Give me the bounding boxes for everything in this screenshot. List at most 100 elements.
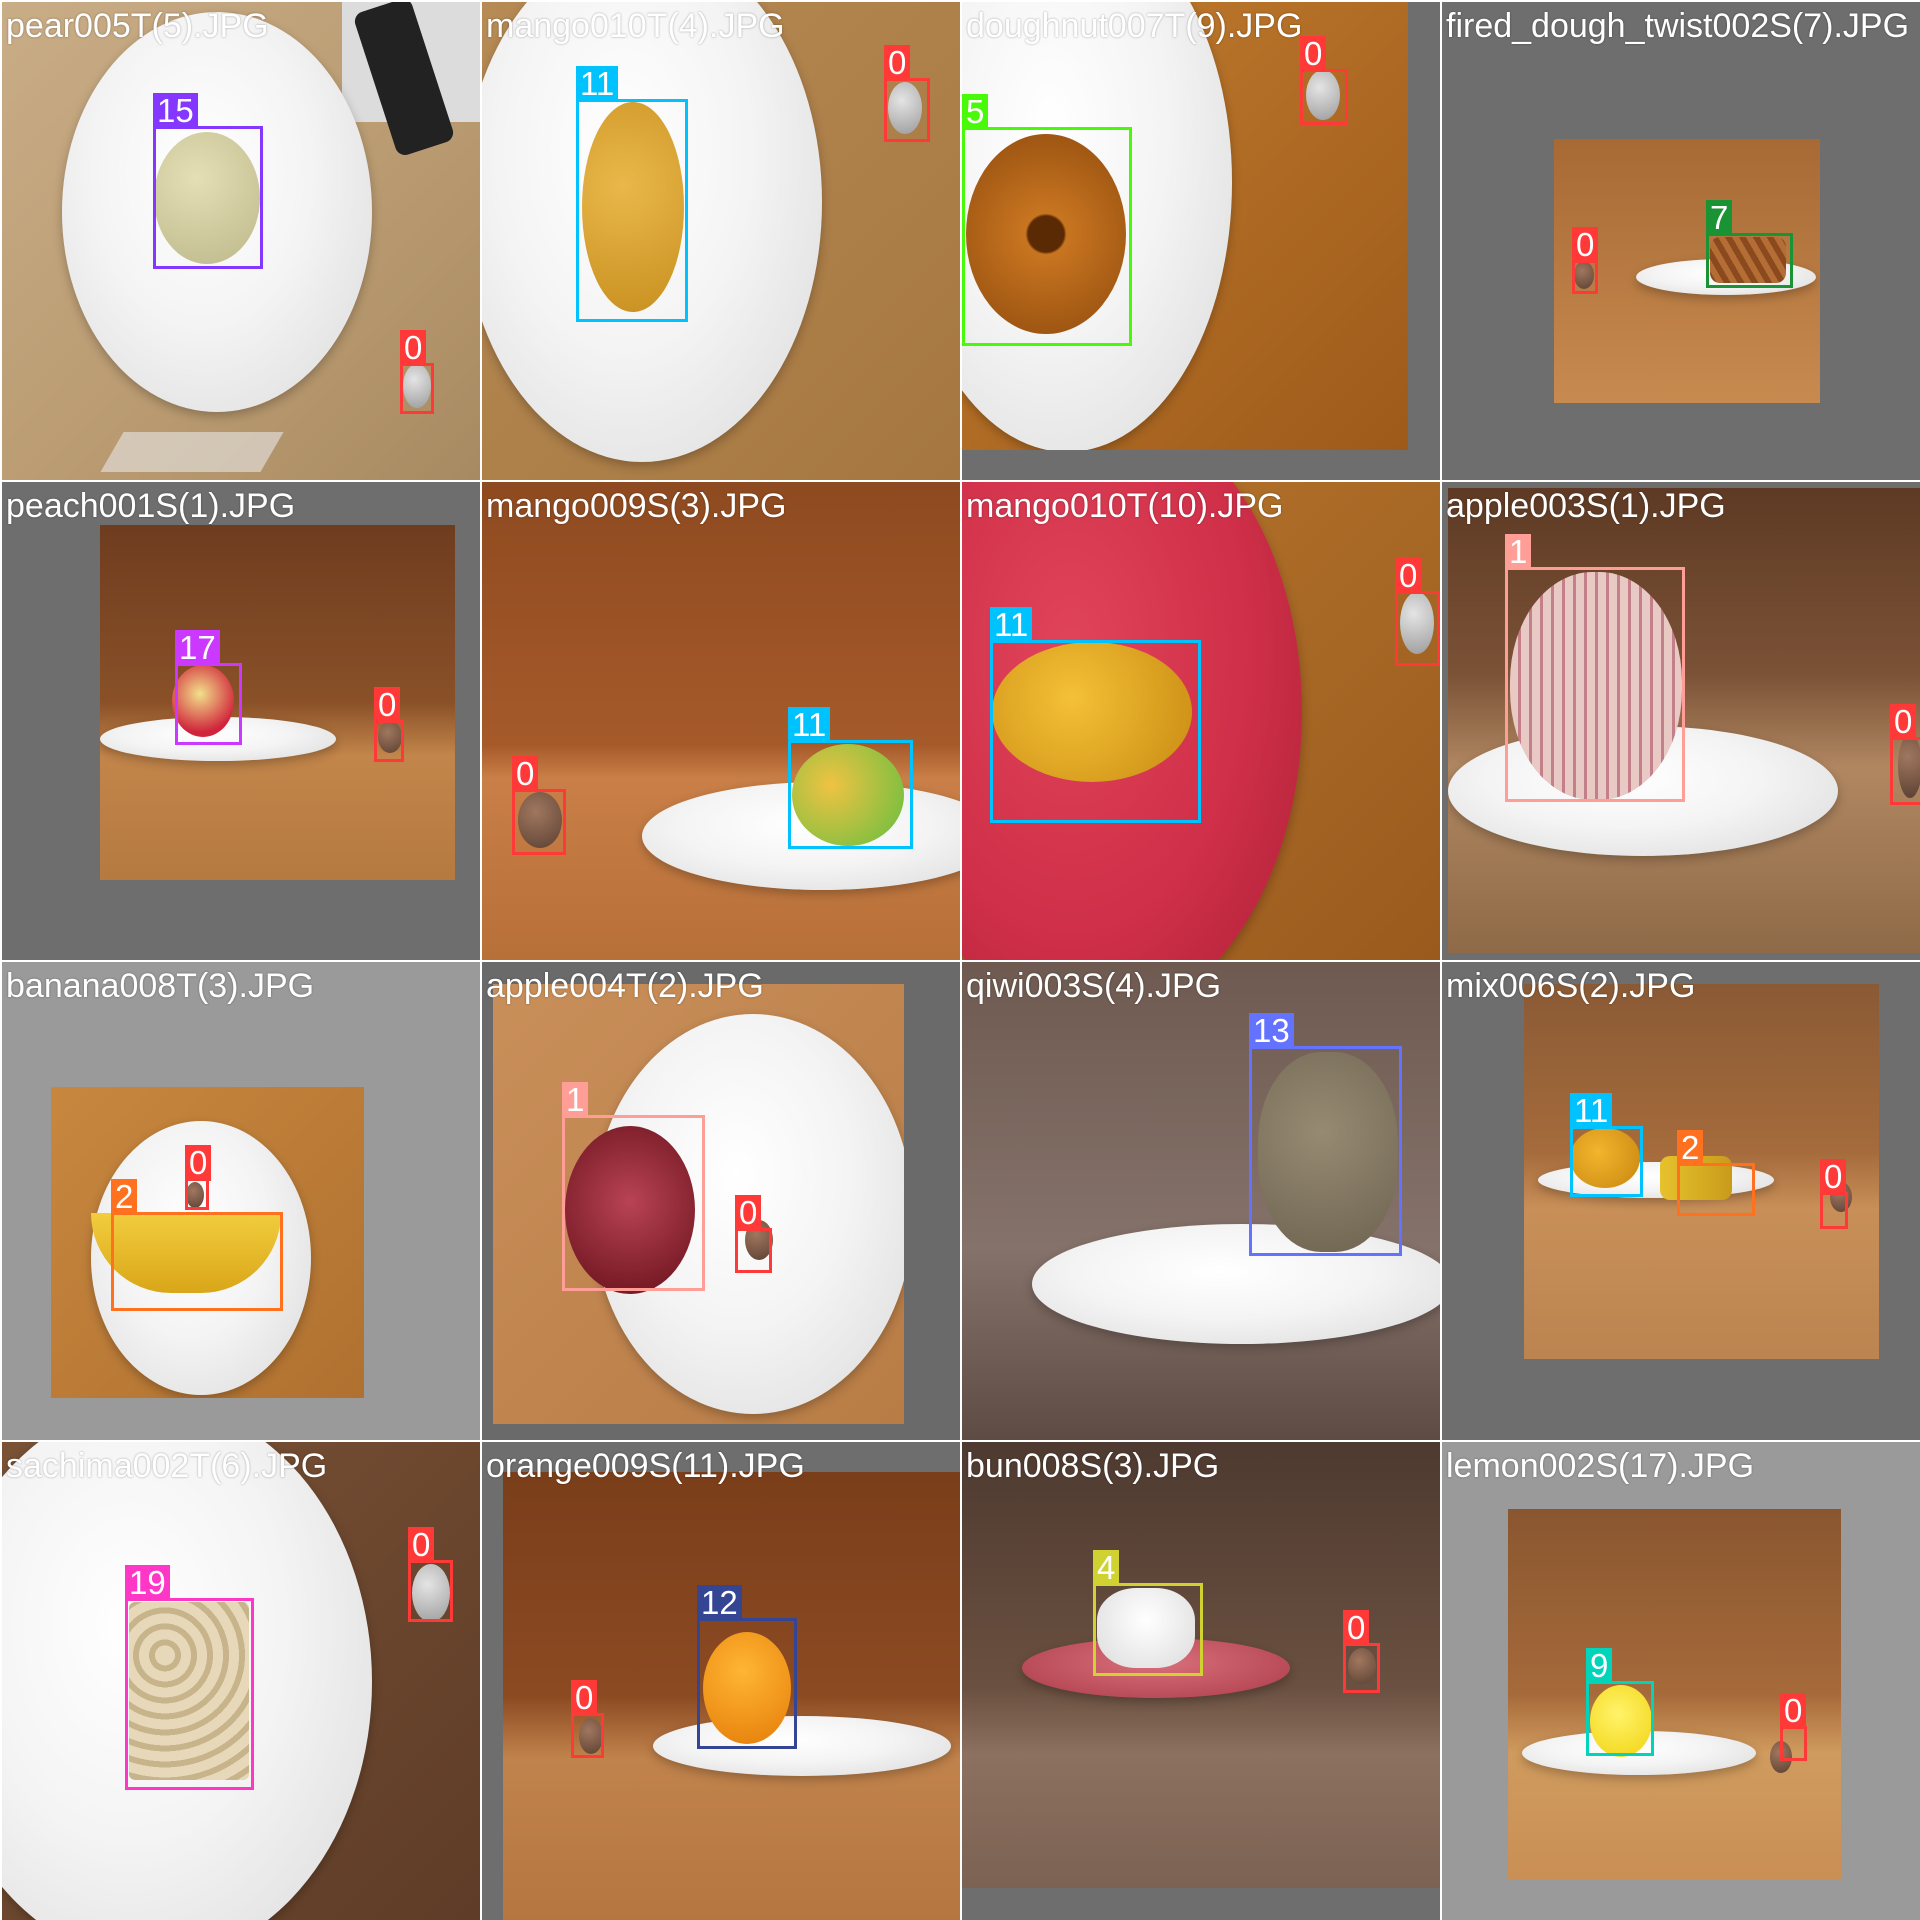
- image-tile[interactable]: mango009S(3).JPG 11 0: [482, 482, 960, 960]
- detection-box[interactable]: 5: [962, 94, 1132, 346]
- detection-box[interactable]: 0: [374, 687, 404, 762]
- detection-label: 0: [400, 330, 427, 366]
- detection-label: 0: [1780, 1693, 1807, 1729]
- image-filename: mango010T(4).JPG: [486, 7, 785, 45]
- detection-label: 11: [788, 707, 831, 743]
- detection-label: 0: [185, 1145, 212, 1181]
- detection-box[interactable]: 11: [990, 607, 1201, 823]
- detection-box[interactable]: 0: [1343, 1610, 1380, 1693]
- detection-box[interactable]: 0: [1820, 1159, 1848, 1229]
- orange: [703, 1632, 791, 1744]
- detection-box[interactable]: 11: [1570, 1093, 1643, 1197]
- detection-box[interactable]: 13: [1249, 1013, 1402, 1256]
- detection-box[interactable]: 2: [111, 1179, 283, 1311]
- image-tile[interactable]: doughnut007T(9).JPG 5 0: [962, 2, 1440, 480]
- image-filename: banana008T(3).JPG: [6, 967, 315, 1005]
- coin: [1400, 592, 1434, 654]
- coin: [412, 1564, 450, 1622]
- image-filename: lemon002S(17).JPG: [1446, 1447, 1755, 1485]
- photo: [482, 482, 960, 960]
- plate: [1032, 1224, 1440, 1344]
- detection-box[interactable]: 1: [562, 1082, 705, 1291]
- detection-box[interactable]: 11: [788, 707, 913, 849]
- detection-box[interactable]: 0: [1572, 227, 1599, 294]
- image-filename: mix006S(2).JPG: [1446, 967, 1696, 1005]
- detection-label: 0: [571, 1680, 598, 1716]
- pear: [154, 132, 260, 264]
- image-filename: pear005T(5).JPG: [6, 7, 269, 45]
- detection-label: 17: [175, 630, 220, 666]
- sachima: [129, 1602, 249, 1780]
- image-filename: mango010T(10).JPG: [966, 487, 1284, 525]
- image-tile[interactable]: apple003S(1).JPG 1 0: [1442, 482, 1920, 960]
- image-tile[interactable]: bun008S(3).JPG 4 0: [962, 1442, 1440, 1920]
- detection-label: 15: [153, 93, 198, 129]
- apple: [565, 1126, 695, 1294]
- image-filename: bun008S(3).JPG: [966, 1447, 1220, 1485]
- detection-box[interactable]: 17: [175, 630, 242, 745]
- detection-box[interactable]: 0: [1780, 1693, 1807, 1761]
- photo: [962, 2, 1408, 450]
- image-filename: apple003S(1).JPG: [1446, 487, 1726, 525]
- detection-box[interactable]: 7: [1706, 200, 1793, 288]
- photo: [1554, 139, 1820, 403]
- detection-box[interactable]: 12: [697, 1585, 797, 1749]
- detection-label: 9: [1586, 1648, 1613, 1684]
- detection-box[interactable]: 0: [512, 756, 566, 855]
- image-tile[interactable]: mix006S(2).JPG 11 2 0: [1442, 962, 1920, 1440]
- photo: [2, 1442, 480, 1920]
- apple: [1510, 572, 1682, 800]
- image-tile[interactable]: mango010T(10).JPG 11 0: [962, 482, 1440, 960]
- detection-label: 5: [962, 94, 989, 130]
- image-tile[interactable]: sachima002T(6).JPG 19 0: [2, 1442, 480, 1920]
- mango: [792, 744, 904, 846]
- detection-box[interactable]: 0: [735, 1195, 772, 1273]
- detection-box[interactable]: 1: [1505, 534, 1685, 802]
- detection-box[interactable]: 0: [408, 1527, 453, 1622]
- detection-label: 0: [735, 1195, 762, 1231]
- detection-box[interactable]: 0: [884, 45, 930, 142]
- detection-box[interactable]: 15: [153, 93, 263, 269]
- detection-label: 0: [512, 756, 539, 792]
- detection-box[interactable]: 19: [125, 1565, 254, 1790]
- image-tile[interactable]: fired_dough_twist002S(7).JPG 7 0: [1442, 2, 1920, 480]
- photo: [100, 525, 455, 880]
- detection-box[interactable]: 4: [1093, 1550, 1203, 1676]
- image-tile[interactable]: lemon002S(17).JPG 9 0: [1442, 1442, 1920, 1920]
- detection-label: 0: [408, 1527, 435, 1563]
- detection-label: 11: [576, 66, 619, 102]
- detection-box[interactable]: 0: [185, 1145, 212, 1210]
- detection-label: 1: [562, 1082, 589, 1118]
- detection-box[interactable]: 2: [1677, 1130, 1755, 1216]
- image-filename: orange009S(11).JPG: [486, 1447, 805, 1485]
- image-filename: qiwi003S(4).JPG: [966, 967, 1222, 1005]
- detection-label: 11: [990, 607, 1033, 643]
- detection-box[interactable]: 0: [400, 330, 434, 414]
- image-tile[interactable]: banana008T(3).JPG 2 0: [2, 962, 480, 1440]
- coin: [1898, 734, 1920, 798]
- detection-box[interactable]: 0: [1395, 558, 1440, 666]
- photo: [482, 2, 960, 480]
- photo: [1524, 984, 1879, 1359]
- image-tile[interactable]: mango010T(4).JPG 11 0: [482, 2, 960, 480]
- image-tile[interactable]: orange009S(11).JPG 12 0: [482, 1442, 960, 1920]
- image-tile[interactable]: peach001S(1).JPG 17 0: [2, 482, 480, 960]
- detection-box[interactable]: 9: [1586, 1648, 1654, 1756]
- image-filename: mango009S(3).JPG: [486, 487, 787, 525]
- image-tile[interactable]: qiwi003S(4).JPG 13: [962, 962, 1440, 1440]
- doughnut: [966, 134, 1126, 334]
- photo: [493, 984, 904, 1424]
- detection-label: 4: [1093, 1550, 1120, 1586]
- image-filename: apple004T(2).JPG: [486, 967, 764, 1005]
- image-filename: doughnut007T(9).JPG: [966, 7, 1303, 45]
- detection-label: 0: [1300, 36, 1327, 72]
- detection-box[interactable]: 0: [571, 1680, 604, 1758]
- detection-box[interactable]: 0: [1300, 36, 1348, 125]
- image-tile[interactable]: pear005T(5).JPG 15 0: [2, 2, 480, 480]
- detection-box[interactable]: 11: [576, 66, 688, 322]
- detection-box[interactable]: 0: [1890, 704, 1920, 805]
- detection-label: 0: [374, 687, 401, 723]
- bun: [1097, 1588, 1195, 1668]
- image-tile[interactable]: apple004T(2).JPG 1 0: [482, 962, 960, 1440]
